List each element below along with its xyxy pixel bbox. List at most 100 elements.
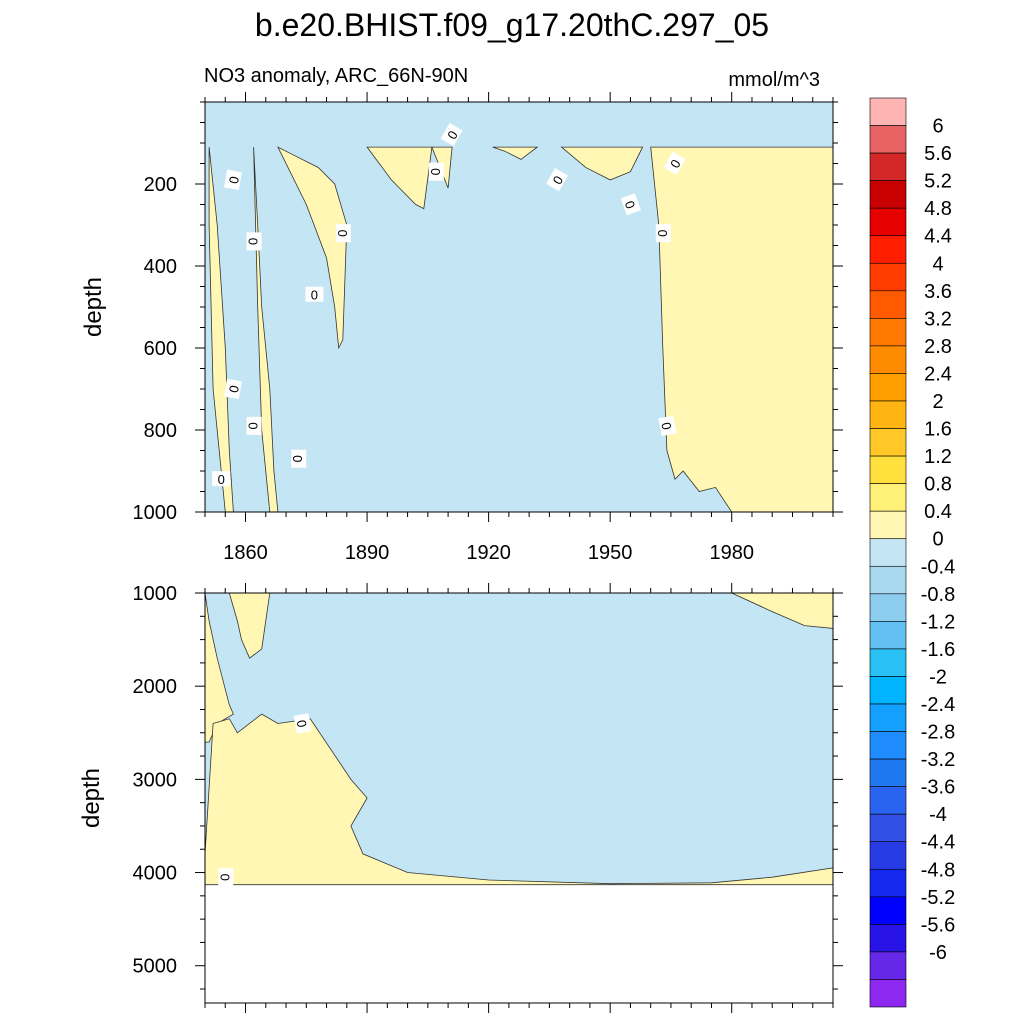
- colorbar-box-16: [869, 538, 907, 567]
- colorbar-label: 1.2: [924, 446, 952, 468]
- colorbar-box-4: [869, 207, 907, 237]
- upper-contour-label-7: 0: [620, 193, 641, 216]
- lower-y-tick-label: 5000: [133, 956, 178, 978]
- colorbar-label: 0: [932, 529, 943, 551]
- colorbar-box-19: [869, 621, 907, 650]
- upper-contour-label-10: 0: [246, 416, 262, 435]
- upper-y-tick-label: 600: [144, 338, 177, 360]
- upper-y-tick-label: 800: [144, 420, 177, 442]
- lower-y-axis-label: depth: [78, 768, 105, 828]
- colorbar-label: 3.6: [924, 281, 952, 303]
- upper-x-tick-label: 1890: [345, 542, 390, 564]
- colorbar-box-14: [869, 483, 907, 512]
- contour-label-box: [218, 868, 234, 887]
- contour-label-box: [246, 416, 262, 435]
- upper-contour-label-14: 0: [658, 415, 677, 436]
- colorbar-label: 2.4: [924, 363, 952, 385]
- contour-label-box: [335, 224, 351, 243]
- upper-positive-region-1: [253, 147, 279, 513]
- contour-label-box: [212, 471, 231, 487]
- colorbar-box-6: [869, 262, 907, 292]
- colorbar-label: 4.8: [924, 198, 952, 220]
- lower-positive-region-0: [204, 592, 234, 743]
- upper-contour-label-2: 0: [305, 286, 324, 303]
- colorbar-box-18: [869, 593, 907, 622]
- colorbar-box-21: [869, 676, 907, 705]
- contour-label-text: 0: [294, 719, 310, 729]
- contour-label-text: 0: [218, 472, 225, 487]
- colorbar-box-7: [869, 290, 907, 319]
- upper-contour-label-3: 0: [335, 224, 351, 243]
- contour-label-text: 0: [217, 874, 232, 881]
- subtitle-variable: NO3 anomaly, ARC_66N-90N: [204, 65, 468, 87]
- upper-contour-label-9: 0: [663, 151, 686, 175]
- lower-y-tick-label: 1000: [133, 583, 178, 605]
- colorbar-label: 3.2: [924, 308, 952, 330]
- colorbar-label: -2.8: [921, 722, 955, 744]
- colorbar-box-31: [869, 951, 907, 980]
- colorbar-label: -1.6: [921, 639, 955, 661]
- upper-contour-label-1: 0: [246, 232, 262, 251]
- colorbar-box-3: [869, 180, 907, 209]
- contour-label-box: [658, 415, 677, 436]
- colorbar-box-9: [869, 345, 907, 374]
- contour-label-box: [305, 286, 324, 302]
- contour-label-box: [223, 378, 242, 400]
- contour-label-text: 0: [246, 238, 261, 245]
- lower-y-tick-label: 4000: [133, 863, 178, 885]
- colorbar-box-0: [869, 97, 907, 126]
- contour-label-box: [293, 713, 312, 734]
- upper-contour-label-0: 0: [223, 169, 242, 190]
- contour-label-text: 0: [290, 455, 305, 462]
- colorbar-label: -0.8: [921, 584, 955, 606]
- colorbar-label: -1.2: [921, 611, 955, 633]
- contour-label-text: 0: [311, 288, 318, 303]
- colorbar-box-28: [869, 868, 907, 898]
- colorbar-box-24: [869, 758, 907, 787]
- colorbar-box-1: [869, 125, 907, 154]
- upper-positive-region-5: [492, 146, 539, 160]
- colorbar-box-32: [869, 979, 907, 1008]
- subtitle-units: mmol/m^3: [728, 69, 820, 91]
- contour-label-box: [291, 449, 307, 468]
- lower-panel: 0 0 1000 2000 3000 4000 5000 depth: [78, 583, 843, 1013]
- colorbar-box-10: [869, 373, 907, 402]
- colorbar: 6 5.6 5.2 4.8 4.4 4 3.6 3.2 2.8 2.4 2 1.6 1.2 0.8 0.4 0…: [869, 97, 955, 1008]
- upper-y-tick-label: 200: [144, 174, 177, 196]
- colorbar-box-22: [869, 703, 907, 732]
- upper-contour-label-8: 0: [655, 224, 671, 243]
- contour-label-text: 0: [658, 421, 674, 431]
- upper-y-tick-label: 400: [144, 256, 177, 278]
- upper-contour-label-6: 0: [546, 168, 569, 192]
- colorbar-label: -2.4: [921, 694, 955, 716]
- contour-label-text: 0: [655, 230, 670, 237]
- colorbar-box-23: [869, 731, 907, 760]
- contour-label-box: [663, 151, 686, 175]
- colorbar-box-11: [869, 400, 907, 429]
- lower-y-tick-label: 2000: [133, 676, 178, 698]
- colorbar-label: -2: [929, 666, 947, 688]
- upper-x-tick-label: 1920: [466, 542, 511, 564]
- contour-label-text: 0: [226, 384, 242, 394]
- contour-label-box: [246, 232, 262, 251]
- upper-positive-region-6: [560, 146, 644, 181]
- upper-positive-region-2: [277, 146, 348, 350]
- contour-label-text: 0: [428, 168, 443, 175]
- upper-panel: 0 0 0 0 0 0 0 0 0 0 0 0 0 0 0 200 400 600 800 1000 depth 1860…: [80, 92, 843, 564]
- colorbar-label: -6: [929, 942, 947, 964]
- contour-label-text: 0: [335, 230, 350, 237]
- contour-label-text: 0: [226, 175, 242, 185]
- lower-y-tick-label: 3000: [133, 769, 178, 791]
- colorbar-box-29: [869, 896, 907, 925]
- contour-label-box: [655, 224, 671, 243]
- colorbar-box-8: [869, 318, 907, 347]
- colorbar-box-20: [869, 648, 907, 677]
- colorbar-label: 2: [932, 391, 943, 413]
- upper-contour-label-5: 0: [440, 123, 463, 147]
- colorbar-label: 2.8: [924, 336, 952, 358]
- colorbar-label: 1.6: [924, 419, 952, 441]
- main-title: b.e20.BHIST.f09_g17.20thC.297_05: [255, 7, 769, 43]
- colorbar-label: 6: [932, 116, 943, 138]
- contour-label-box: [223, 169, 242, 190]
